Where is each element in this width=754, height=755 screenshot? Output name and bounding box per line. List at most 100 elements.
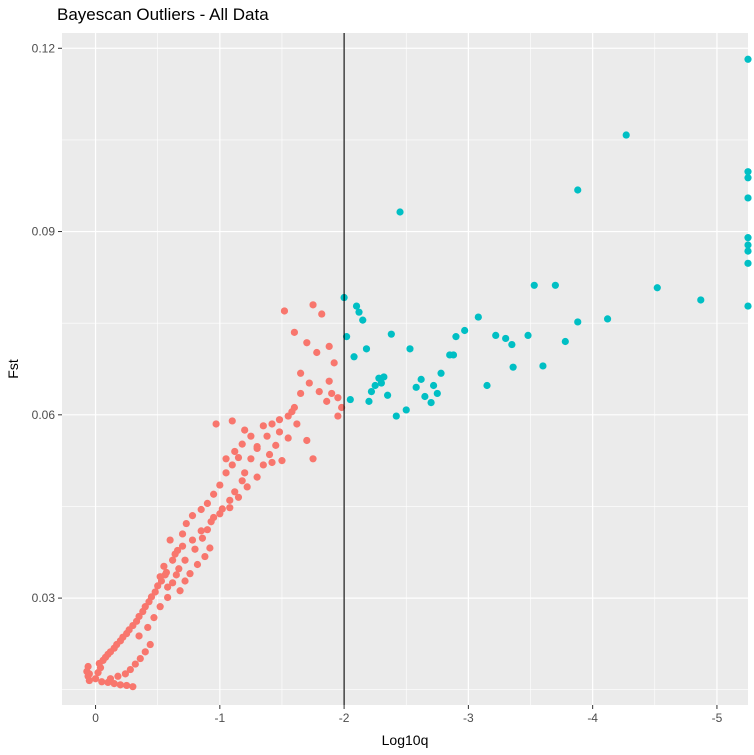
data-point <box>259 461 267 469</box>
data-point <box>234 493 243 501</box>
data-point <box>178 542 187 550</box>
data-point <box>151 588 159 596</box>
data-point <box>384 391 392 399</box>
data-point <box>744 247 752 255</box>
data-point <box>146 640 154 649</box>
data-point <box>365 397 373 405</box>
data-point <box>744 194 752 202</box>
data-point <box>524 331 532 339</box>
data-point <box>561 337 569 346</box>
data-point <box>126 665 134 674</box>
x-axis-title: Log10q <box>382 732 429 748</box>
data-point <box>263 432 271 440</box>
data-point <box>268 420 276 428</box>
data-point <box>392 412 400 420</box>
data-point <box>275 416 284 424</box>
data-point <box>508 340 516 349</box>
data-point <box>216 510 224 518</box>
data-point <box>188 512 197 520</box>
data-point <box>483 381 491 390</box>
x-tick-label: -4 <box>587 711 598 725</box>
data-point <box>421 392 429 401</box>
data-point <box>222 469 230 477</box>
data-point <box>297 369 305 377</box>
data-point <box>380 373 388 381</box>
data-point <box>156 573 164 581</box>
data-point <box>247 432 255 440</box>
data-point <box>172 571 180 579</box>
data-point <box>303 436 311 445</box>
data-point <box>131 660 139 668</box>
data-point <box>141 603 149 611</box>
data-point <box>191 545 199 553</box>
data-point <box>84 662 92 671</box>
data-point <box>574 318 582 326</box>
data-point <box>212 420 220 428</box>
data-point <box>228 461 236 469</box>
data-point <box>201 552 209 561</box>
data-point <box>203 499 212 507</box>
data-point <box>147 593 156 601</box>
data-point <box>417 375 425 383</box>
data-point <box>309 455 317 463</box>
data-point <box>305 379 313 387</box>
data-point <box>433 389 441 398</box>
data-point <box>238 440 246 448</box>
data-point <box>402 406 410 414</box>
data-point <box>231 488 239 496</box>
data-point <box>396 208 404 216</box>
data-point <box>449 351 458 359</box>
data-point <box>231 447 239 456</box>
data-point <box>530 281 538 289</box>
data-point <box>297 389 305 398</box>
data-point <box>188 536 197 544</box>
data-point <box>330 359 338 367</box>
data-point <box>176 587 184 595</box>
data-point <box>171 550 179 558</box>
data-point <box>193 560 202 569</box>
data-point <box>350 353 358 361</box>
data-point <box>744 259 752 267</box>
data-point <box>697 296 705 304</box>
data-point <box>539 362 547 370</box>
data-point <box>135 632 143 640</box>
data-point <box>303 339 311 347</box>
data-point <box>175 565 183 573</box>
data-point <box>210 490 218 498</box>
data-point <box>452 333 460 341</box>
x-tick-label: -2 <box>339 711 350 725</box>
data-point <box>323 397 331 405</box>
data-point <box>275 428 284 436</box>
data-point <box>136 654 144 663</box>
data-point <box>334 412 342 420</box>
data-point <box>429 381 438 390</box>
y-axis-title: Fst <box>5 359 21 379</box>
data-point <box>164 593 172 602</box>
data-point <box>197 505 205 514</box>
data-point <box>290 328 298 336</box>
x-axis-ticks: 0 -1 -2 -3 -4 -5 <box>92 705 723 725</box>
data-point <box>492 331 500 339</box>
data-point <box>253 442 261 451</box>
data-point <box>355 308 363 316</box>
data-point <box>744 241 752 249</box>
data-point <box>228 417 236 425</box>
data-point <box>551 281 559 289</box>
data-point <box>91 675 100 683</box>
data-point <box>226 496 234 504</box>
data-point <box>653 284 661 292</box>
data-point <box>207 518 215 526</box>
data-point <box>169 579 177 587</box>
data-point <box>253 473 261 481</box>
data-point <box>169 556 177 564</box>
data-point <box>744 174 752 182</box>
y-tick-label: 0.03 <box>32 591 56 605</box>
data-point <box>406 345 414 353</box>
chart-title: Bayescan Outliers - All Data <box>57 5 269 24</box>
data-point <box>427 399 435 407</box>
data-point <box>181 577 189 585</box>
data-point <box>574 186 582 194</box>
data-point <box>334 394 342 402</box>
data-point <box>247 455 255 463</box>
